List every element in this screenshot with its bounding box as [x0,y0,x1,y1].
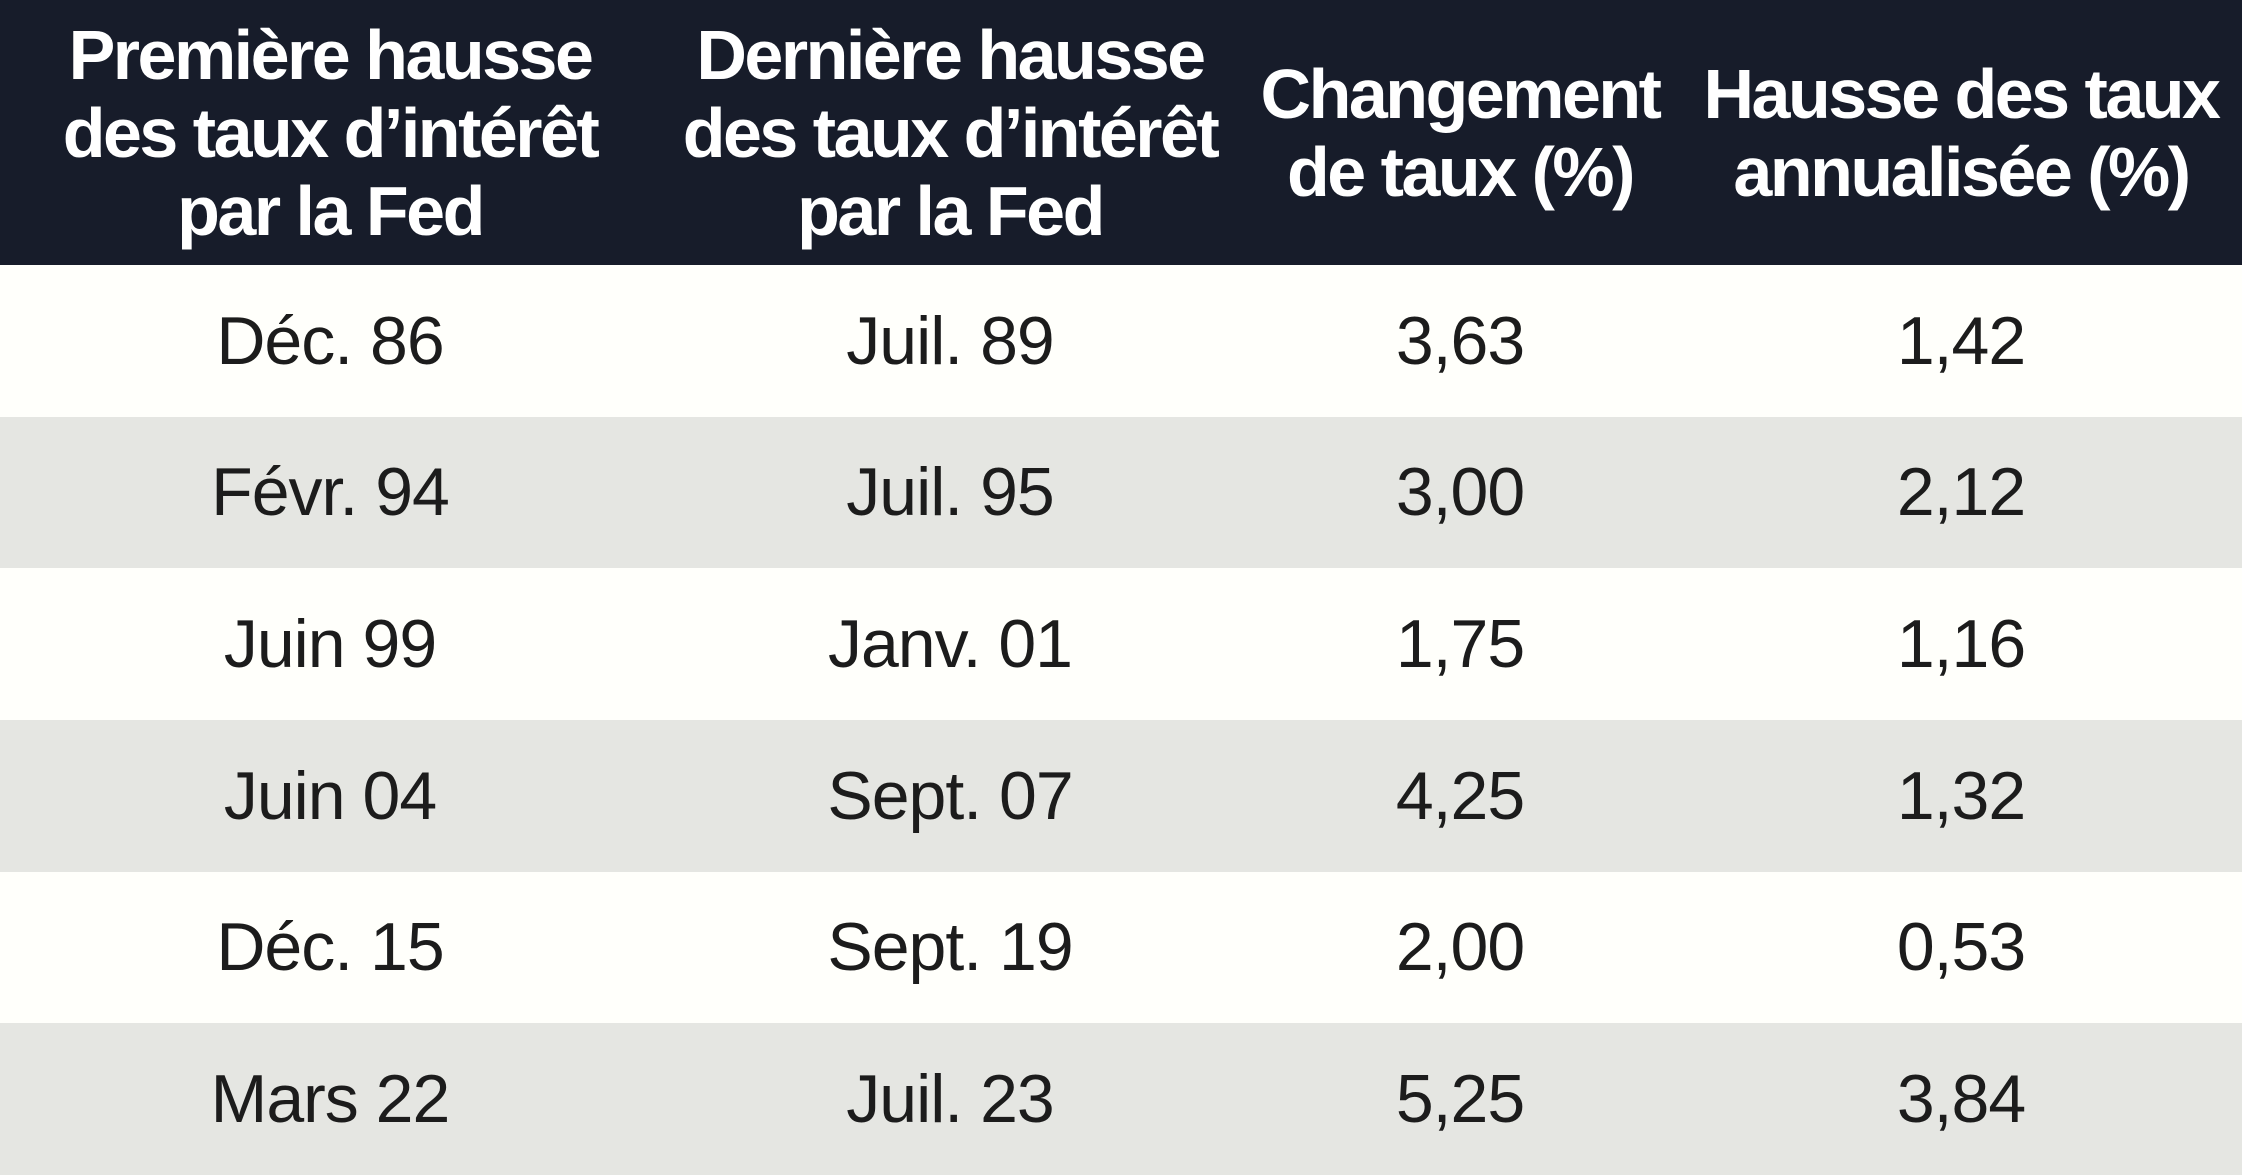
cell-annualized-hike: 2,12 [1680,416,2242,569]
cell-annualized-hike: 3,84 [1680,1023,2242,1175]
cell-last-hike: Juil. 95 [660,416,1240,569]
cell-rate-change: 2,00 [1240,871,1680,1024]
cell-first-hike: Déc. 86 [0,265,660,417]
cell-last-hike: Sept. 07 [660,719,1240,872]
cell-annualized-hike: 0,53 [1680,871,2242,1024]
cell-last-hike: Janv. 01 [660,568,1240,720]
cell-rate-change: 5,25 [1240,1023,1680,1175]
cell-first-hike: Mars 22 [0,1023,660,1175]
cell-last-hike: Juil. 23 [660,1023,1240,1175]
column-header-last-hike: Dernière hausse des taux d’intérêt par l… [660,0,1240,265]
cell-annualized-hike: 1,42 [1680,265,2242,417]
cell-first-hike: Juin 99 [0,568,660,720]
column-header-first-hike: Première hausse des taux d’intérêt par l… [0,0,660,265]
cell-first-hike: Févr. 94 [0,416,660,569]
cell-rate-change: 3,00 [1240,416,1680,569]
cell-rate-change: 4,25 [1240,719,1680,872]
cell-annualized-hike: 1,16 [1680,568,2242,720]
cell-last-hike: Sept. 19 [660,871,1240,1024]
column-header-rate-change: Changement de taux (%) [1240,0,1680,265]
cell-first-hike: Juin 04 [0,719,660,872]
cell-rate-change: 1,75 [1240,568,1680,720]
cell-last-hike: Juil. 89 [660,265,1240,417]
cell-rate-change: 3,63 [1240,265,1680,417]
cell-first-hike: Déc. 15 [0,871,660,1024]
column-header-annualized-hike: Hausse des taux annualisée (%) [1680,0,2242,265]
cell-annualized-hike: 1,32 [1680,719,2242,872]
